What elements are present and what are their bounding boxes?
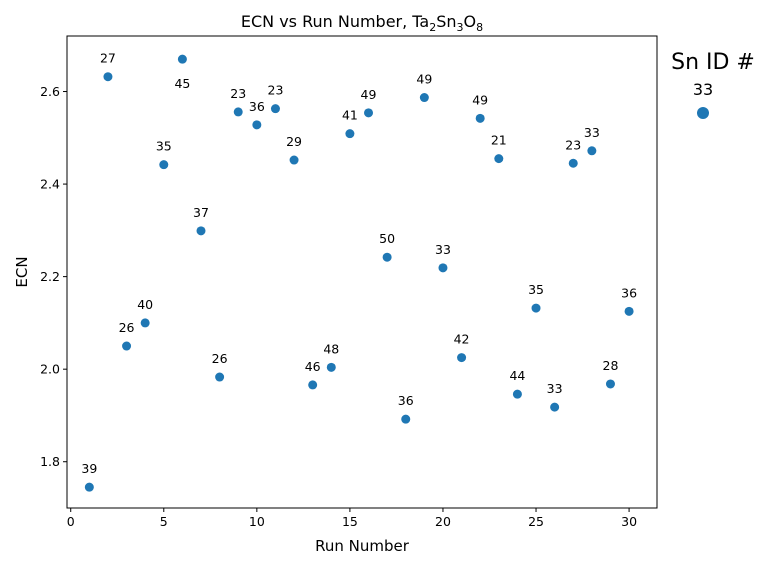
x-tick-label: 0	[67, 514, 75, 529]
data-point	[84, 482, 94, 492]
data-point	[438, 263, 448, 273]
point-label: 21	[491, 133, 507, 148]
data-point	[382, 252, 392, 262]
title-part: O	[464, 12, 477, 31]
x-tick-label: 25	[528, 514, 544, 529]
point-label: 33	[584, 125, 600, 140]
data-point	[587, 146, 597, 156]
data-point	[233, 107, 243, 117]
point-label: 44	[509, 368, 525, 383]
data-point	[289, 155, 299, 165]
x-axis: 0 5 10 15 20 25 30	[67, 508, 637, 529]
plot-frame	[66, 35, 658, 509]
legend-title: Sn ID #	[671, 50, 755, 75]
data-point	[475, 113, 485, 123]
point-label: 36	[249, 99, 265, 114]
legend-label: 33	[693, 80, 713, 99]
point-label: 49	[472, 92, 488, 107]
y-axis: 1.8 2.0 2.2 2.4 2.6	[40, 84, 67, 469]
data-point	[419, 93, 429, 103]
point-label: 36	[398, 393, 414, 408]
data-point	[159, 160, 169, 170]
y-tick-label: 2.4	[40, 177, 60, 192]
data-point	[215, 372, 225, 382]
point-label: 23	[230, 86, 246, 101]
point-label: 23	[268, 83, 284, 98]
point-label: 50	[379, 231, 395, 246]
data-point	[270, 104, 280, 114]
point-label: 49	[361, 87, 377, 102]
y-tick-label: 2.6	[40, 84, 60, 99]
title-part: 8	[476, 21, 483, 34]
point-label: 45	[174, 76, 190, 91]
point-label: 29	[286, 134, 302, 149]
point-label: 42	[454, 332, 470, 347]
data-point	[401, 414, 411, 424]
legend: Sn ID # 33	[671, 50, 755, 119]
data-point	[326, 362, 336, 372]
point-label: 33	[435, 242, 451, 257]
x-tick-label: 20	[435, 514, 451, 529]
point-label: 39	[81, 461, 97, 476]
x-axis-label: Run Number	[315, 537, 410, 555]
x-tick-label: 15	[342, 514, 358, 529]
data-point	[494, 154, 504, 164]
point-label: 37	[193, 205, 209, 220]
data-point	[252, 120, 262, 130]
point-label: 26	[212, 351, 228, 366]
y-tick-label: 2.2	[40, 269, 60, 284]
data-point	[531, 303, 541, 313]
data-point	[177, 54, 187, 64]
data-point	[103, 72, 113, 82]
point-label: 41	[342, 108, 358, 123]
y-tick-label: 1.8	[40, 454, 60, 469]
data-point	[140, 318, 150, 328]
point-label: 26	[119, 320, 135, 335]
data-point	[568, 158, 578, 168]
title-part: 3	[457, 21, 464, 34]
chart-title: ECN vs Run Number, Ta2Sn3O8	[241, 12, 483, 34]
data-point	[345, 129, 355, 139]
data-point	[364, 108, 374, 118]
legend-marker	[697, 107, 709, 119]
point-label: 35	[156, 139, 172, 154]
x-tick-label: 10	[249, 514, 265, 529]
data-point	[605, 379, 615, 389]
y-tick-label: 2.0	[40, 362, 60, 377]
point-label: 40	[137, 297, 153, 312]
data-point	[122, 341, 132, 351]
x-tick-label: 30	[621, 514, 637, 529]
data-point	[512, 389, 522, 399]
data-labels: 3927264035453726233623294648414950364933…	[81, 51, 637, 476]
point-label: 27	[100, 51, 116, 66]
data-points	[84, 54, 634, 492]
title-part: Sn	[436, 12, 456, 31]
point-label: 35	[528, 282, 544, 297]
title-part: 2	[429, 21, 436, 34]
data-point	[308, 380, 318, 390]
point-label: 33	[547, 381, 563, 396]
y-axis-label: ECN	[13, 256, 31, 287]
point-label: 46	[305, 359, 321, 374]
point-label: 28	[603, 358, 619, 373]
title-part: ECN vs Run Number, Ta	[241, 12, 429, 31]
data-point	[550, 402, 560, 412]
point-label: 48	[323, 341, 339, 356]
point-label: 49	[416, 72, 432, 87]
x-tick-label: 5	[160, 514, 168, 529]
point-label: 36	[621, 285, 637, 300]
point-label: 23	[565, 137, 581, 152]
data-point	[624, 306, 634, 316]
data-point	[457, 353, 467, 363]
data-point	[196, 226, 206, 236]
